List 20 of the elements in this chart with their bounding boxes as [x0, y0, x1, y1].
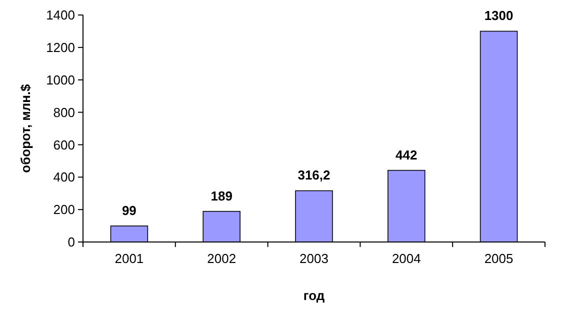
y-tick-label: 800: [53, 104, 75, 120]
y-tick-label: 400: [53, 170, 75, 185]
y-tick-label: 600: [53, 137, 75, 152]
data-label: 1300: [484, 8, 514, 24]
data-label: 316,2: [298, 168, 330, 183]
x-tick-label: 2004: [392, 251, 421, 266]
data-label: 99: [122, 202, 136, 218]
y-tick-label: 1200: [46, 40, 75, 55]
x-axis-title: год: [303, 288, 326, 303]
y-axis-title: оборот, млн.$: [18, 83, 33, 173]
y-tick-label: 200: [53, 202, 75, 218]
y-tick-label: 1400: [46, 8, 75, 23]
data-label: 442: [396, 147, 418, 162]
x-tick-label: 2002: [207, 251, 236, 266]
data-label: 189: [210, 188, 232, 204]
x-tick-label: 2001: [114, 251, 144, 266]
y-tick-label: 1000: [46, 72, 75, 88]
y-tick-label: 0: [68, 234, 75, 250]
x-tick-label: 2003: [300, 251, 328, 266]
x-tick-label: 2005: [484, 251, 514, 266]
